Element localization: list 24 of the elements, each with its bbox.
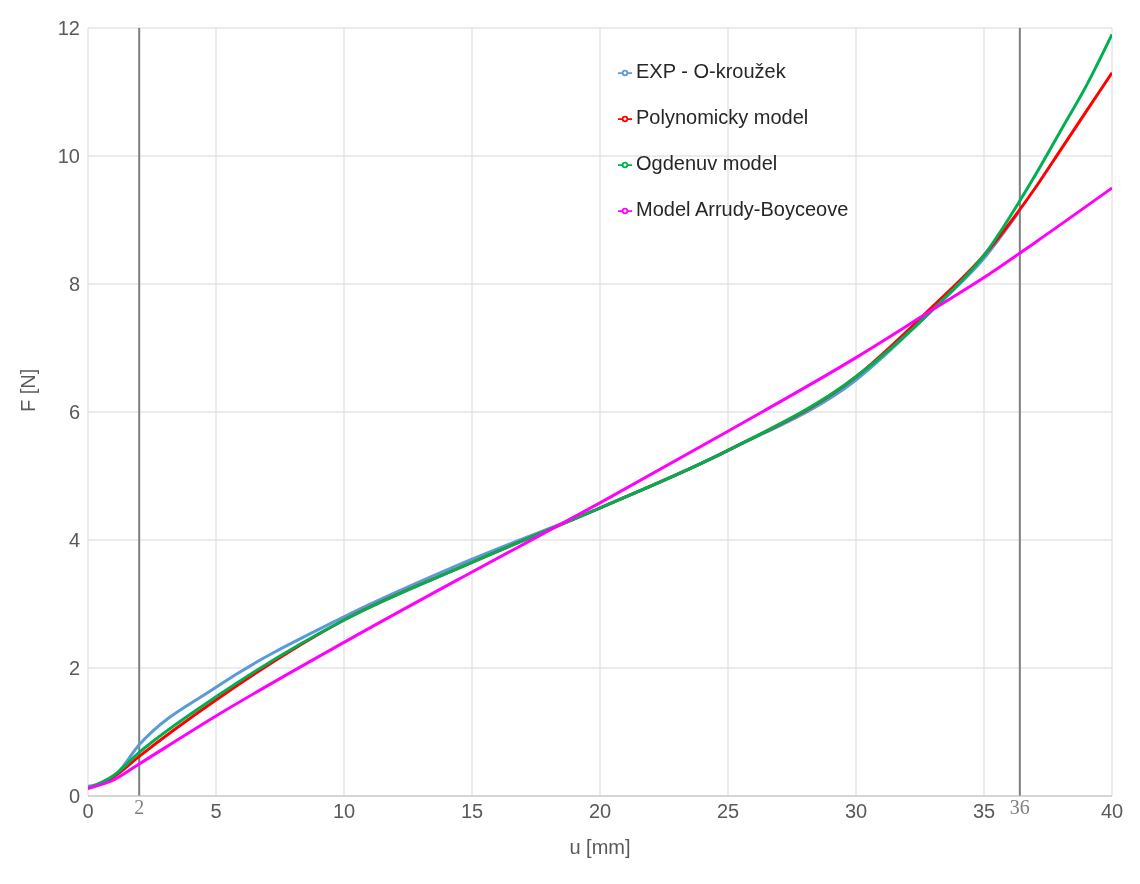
y-tick-label: 6 bbox=[68, 401, 80, 424]
y-tick-label: 0 bbox=[68, 785, 80, 808]
y-tick-label: 4 bbox=[68, 529, 80, 552]
y-tick-label: 12 bbox=[57, 17, 80, 40]
x-tick-label: 40 bbox=[1100, 800, 1124, 823]
x-tick-label: 10 bbox=[332, 800, 356, 823]
x-tick-label: 5 bbox=[210, 800, 222, 823]
legend-label: Polynomicky model bbox=[636, 106, 809, 128]
y-tick-label: 10 bbox=[57, 145, 80, 168]
legend-label: Model Arrudy-Boyceove bbox=[636, 198, 849, 220]
legend-label: Ogdenuv model bbox=[636, 152, 778, 174]
x-tick-label: 25 bbox=[716, 800, 740, 823]
y-tick-label: 2 bbox=[68, 657, 80, 680]
ref-line-label: 2 bbox=[134, 796, 145, 819]
x-tick-label: 15 bbox=[460, 800, 484, 823]
x-axis-title: u [mm] bbox=[569, 836, 631, 858]
y-axis-title: F [N] bbox=[17, 368, 40, 412]
x-tick-label: 35 bbox=[972, 800, 996, 823]
legend-label: EXP - O-kroužek bbox=[636, 60, 786, 82]
x-tick-label: 20 bbox=[588, 800, 612, 823]
x-tick-label: 30 bbox=[844, 800, 868, 823]
y-tick-label: 8 bbox=[68, 273, 80, 296]
x-tick-label: 0 bbox=[82, 800, 94, 823]
ref-line-label: 36 bbox=[1009, 796, 1030, 819]
